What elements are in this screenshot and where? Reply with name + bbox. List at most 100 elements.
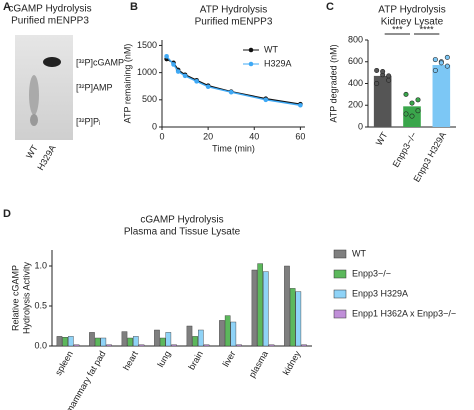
- band-label: [³²P]Pᵢ: [76, 116, 100, 126]
- x-tick-label: heart: [121, 349, 140, 372]
- bar: [165, 332, 172, 347]
- data-point: [409, 100, 415, 106]
- data-point: [444, 63, 450, 69]
- legend-label: WT: [264, 44, 278, 54]
- bar: [268, 344, 275, 347]
- x-tick-label: brain: [186, 349, 205, 371]
- data-point: [374, 67, 380, 73]
- data-point: [205, 84, 211, 90]
- y-tick-label: 1000: [137, 67, 157, 77]
- panel-letter: C: [326, 1, 334, 13]
- data-point: [432, 57, 438, 63]
- chart-subtitle: Purified mENPP3: [195, 17, 273, 28]
- x-tick-label: lung: [155, 349, 172, 369]
- bar: [263, 271, 269, 347]
- tlc-smear: [29, 75, 39, 115]
- x-tick-label: plasma: [247, 349, 270, 379]
- data-point: [415, 97, 421, 103]
- panel-letter: D: [3, 208, 11, 220]
- legend-swatch: [333, 269, 347, 279]
- data-point: [415, 108, 421, 114]
- bar: [171, 344, 177, 347]
- data-point: [228, 89, 234, 95]
- data-point: [175, 69, 181, 74]
- legend-label: Enpp3 H329A: [352, 288, 408, 298]
- y-tick-label: 0: [152, 121, 157, 131]
- bar: [94, 337, 101, 347]
- bar: [192, 336, 198, 347]
- chart-title: ATP Hydrolysis: [378, 5, 445, 16]
- data-point: [263, 97, 269, 103]
- bar: [224, 315, 231, 347]
- data-point: [438, 60, 444, 66]
- bar: [106, 344, 112, 347]
- bar: [138, 344, 145, 347]
- x-tick-label: spleen: [53, 349, 75, 377]
- bar: [121, 331, 128, 347]
- bar: [198, 329, 204, 347]
- legend-marker: [248, 47, 254, 53]
- band-label: [³²P]cGAMP: [76, 57, 124, 67]
- chart-subtitle: Plasma and Tissue Lysate: [124, 227, 241, 238]
- bar: [89, 332, 95, 347]
- legend-label: Enpp1 H362A x Enpp3−/−: [352, 308, 456, 318]
- x-tick-label: kidney: [281, 349, 303, 377]
- legend-label: H329A: [264, 58, 292, 68]
- y-tick-label: 1.0: [34, 260, 47, 270]
- x-axis-label: Time (min): [212, 143, 255, 153]
- x-tick-label: 20: [203, 131, 213, 141]
- y-axis-label: ATP remaining (nM): [122, 44, 132, 124]
- data-point: [409, 113, 415, 119]
- data-point: [374, 81, 380, 87]
- x-tick-label: liver: [221, 349, 238, 368]
- bar: [289, 288, 296, 347]
- bar: [68, 336, 74, 347]
- lane-label: H329A: [35, 143, 57, 172]
- legend-swatch: [333, 309, 347, 319]
- data-point: [194, 79, 199, 84]
- panel-a: cGAMP Hydrolysis Purified mENPP3 [³²P]cG…: [8, 4, 124, 172]
- bar: [133, 336, 139, 347]
- legend-swatch: [333, 289, 347, 299]
- lane-label: WT: [24, 143, 40, 161]
- chart-title: cGAMP Hydrolysis: [140, 215, 223, 226]
- tlc-image: [15, 35, 73, 140]
- x-tick-label: 60: [295, 131, 305, 141]
- bar: [284, 265, 290, 347]
- data-point: [380, 69, 386, 75]
- bar: [154, 329, 160, 347]
- y-tick-label: 800: [348, 34, 363, 44]
- significance-label: ****: [420, 24, 435, 34]
- legend-label: Enpp3−/−: [352, 268, 391, 278]
- data-point: [444, 54, 450, 60]
- bar: [186, 325, 193, 347]
- bar: [203, 344, 210, 347]
- bar: [62, 337, 68, 347]
- y-axis-label: Hydrolysis Activity: [21, 261, 31, 334]
- data-point: [403, 111, 409, 117]
- bar: [230, 321, 237, 347]
- panel-title: cGAMP Hydrolysis: [8, 4, 91, 15]
- x-tick-label: Enpp3−/−: [391, 130, 419, 169]
- bar: [219, 320, 225, 347]
- y-tick-label: 500: [142, 94, 157, 104]
- data-point: [432, 67, 438, 73]
- panel-subtitle: Purified mENPP3: [11, 16, 89, 27]
- legend-marker: [248, 61, 254, 67]
- y-tick-label: 400: [348, 78, 363, 88]
- y-axis-label: ATP degraded (nM): [328, 44, 338, 122]
- panel-letter: B: [130, 1, 138, 13]
- bar: [295, 291, 302, 347]
- legend-label: WT: [352, 248, 366, 258]
- bar: [251, 269, 258, 347]
- chart-subtitle: Kidney Lysate: [381, 17, 444, 28]
- y-axis-label: Relative cGAMP: [10, 265, 20, 331]
- x-tick-label: 0: [159, 131, 164, 141]
- panel-letter: A: [3, 1, 11, 13]
- y-tick-label: 0: [358, 121, 363, 131]
- legend-swatch: [333, 249, 347, 259]
- bar: [100, 337, 107, 347]
- data-point: [386, 77, 392, 83]
- x-tick-label: WT: [374, 130, 390, 148]
